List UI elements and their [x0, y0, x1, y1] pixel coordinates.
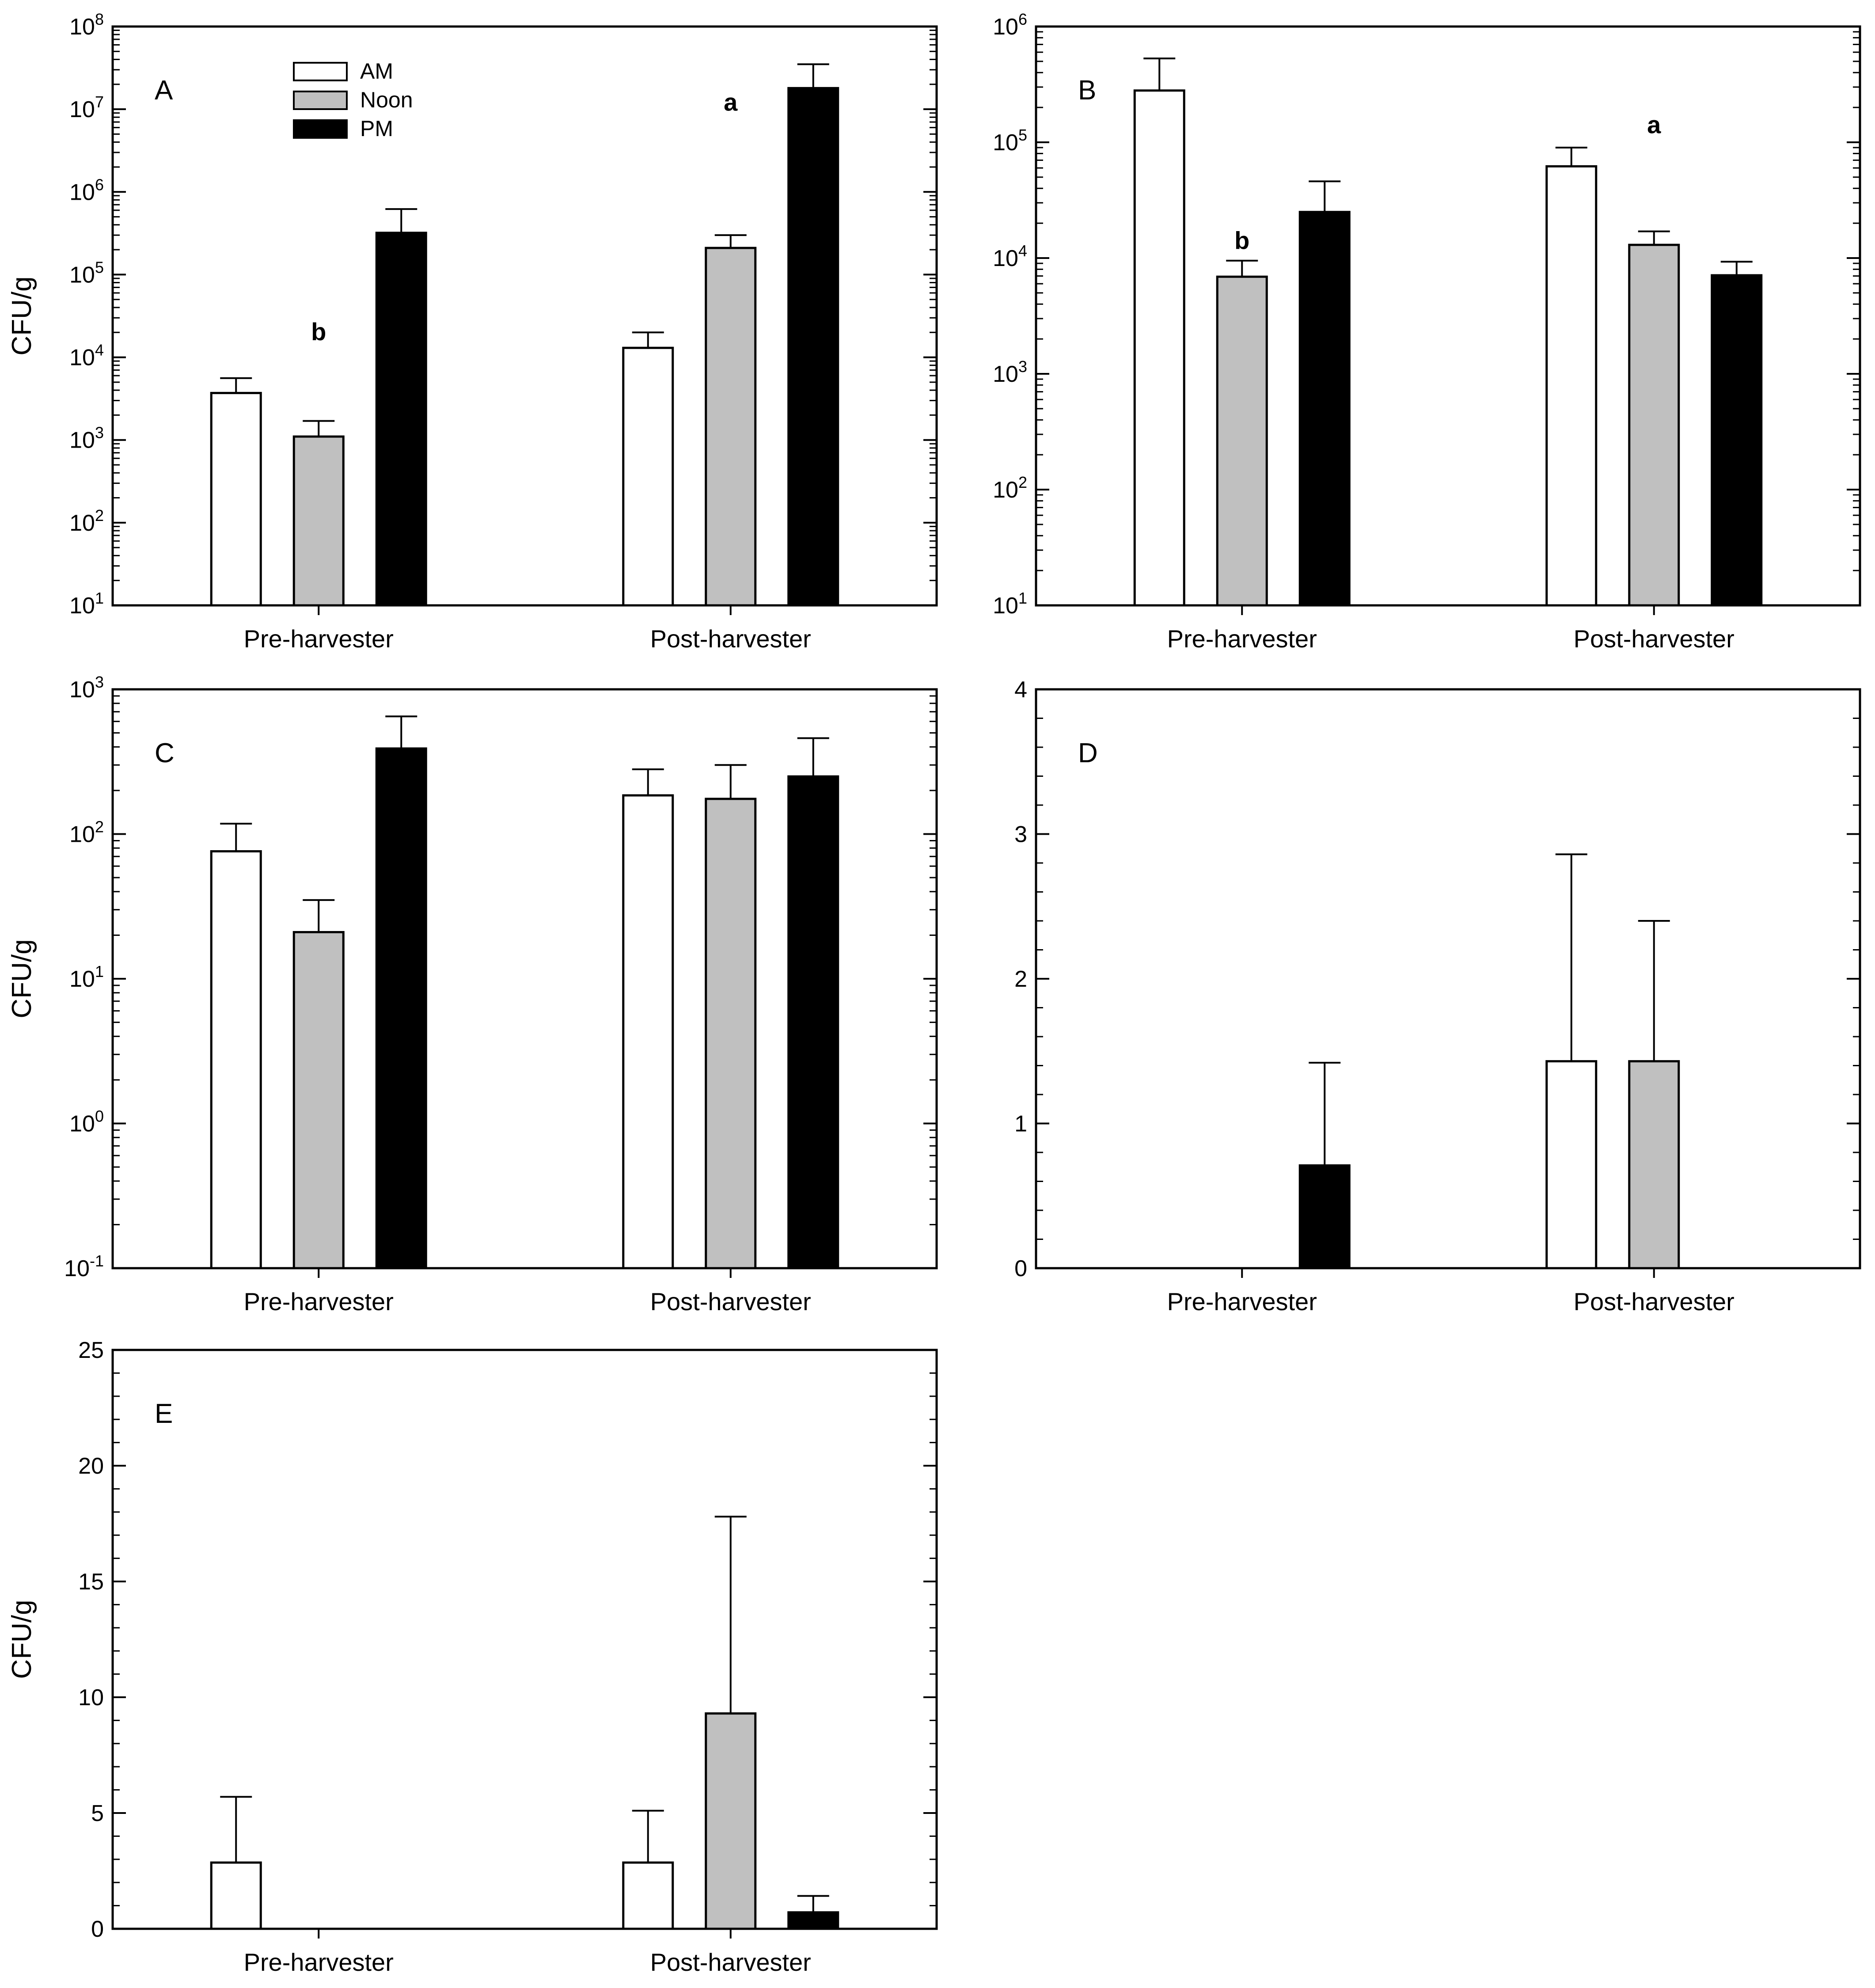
y-tick-label: 102: [993, 473, 1027, 503]
legend-swatch: [293, 62, 348, 81]
bar-noon: [1628, 243, 1680, 607]
x-category-label: Post-harvester: [650, 1948, 811, 1976]
y-tick-label: 106: [69, 175, 104, 205]
y-tick-label: 104: [993, 242, 1027, 271]
y-tick-label: 100: [69, 1107, 104, 1137]
y-tick-label: 15: [78, 1569, 104, 1595]
plot-frame: [111, 25, 938, 607]
bar-noon: [1216, 275, 1268, 607]
panel-a: 101 102 103 104 105 106 107 108 Pre-harvester Pos…: [7, 10, 938, 653]
significance-letter: b: [311, 318, 326, 346]
x-category-label: Pre-harvester: [244, 625, 394, 653]
significance-letter: a: [724, 88, 738, 116]
y-tick-label: 4: [1014, 677, 1027, 703]
bar-am: [1133, 89, 1185, 607]
y-tick-label: 10-1: [64, 1252, 104, 1281]
bar-am: [210, 392, 262, 607]
y-tick-label: 0: [91, 1916, 104, 1942]
plot-frame: [1035, 25, 1861, 607]
panel-e: 0 5 10 15 20 25 Pre-harvester Post-harvester CFU…: [7, 1338, 938, 1976]
y-axis-label: CFU/g: [7, 1600, 37, 1679]
y-tick-label: 101: [993, 589, 1027, 619]
bar-pm: [375, 747, 427, 1270]
panel-label: B: [1078, 75, 1096, 106]
x-category-label: Post-harvester: [650, 1288, 811, 1315]
bar-am: [210, 850, 262, 1270]
bar-pm: [1298, 1164, 1351, 1270]
legend-swatch: [293, 91, 348, 110]
x-category-label: Post-harvester: [650, 625, 811, 653]
panel-label: A: [155, 75, 173, 106]
bar-noon: [292, 435, 345, 607]
x-category-label: Pre-harvester: [244, 1288, 394, 1315]
panel-c: 10-1 100 101 102 103 Pre-harvester Post-harves…: [7, 673, 938, 1315]
y-tick-label: 101: [69, 962, 104, 992]
y-tick-label: 10: [78, 1685, 104, 1711]
bar-pm: [787, 1911, 839, 1930]
bar-am: [210, 1861, 262, 1930]
bar-pm: [1298, 211, 1351, 607]
bar-am: [622, 1861, 674, 1930]
panel-b: 101 102 103 104 105 106 Pre-harvester Post-harv…: [993, 10, 1861, 653]
bar-pm: [1711, 274, 1763, 607]
y-tick-label: 25: [78, 1338, 104, 1363]
significance-letter: a: [1647, 111, 1661, 139]
y-tick-label: 105: [69, 258, 104, 288]
bar-am: [1545, 165, 1598, 607]
y-tick-label: 5: [91, 1801, 104, 1826]
bar-noon: [705, 1712, 757, 1930]
y-tick-label: 1: [1014, 1111, 1027, 1137]
significance-letter: b: [1234, 227, 1249, 255]
y-tick-label: 0: [1014, 1256, 1027, 1281]
bar-am: [1545, 1060, 1598, 1270]
y-tick-label: 103: [69, 673, 104, 703]
bar-am: [622, 794, 674, 1270]
bar-noon: [292, 931, 345, 1270]
y-tick-label: 3: [1014, 822, 1027, 848]
x-category-label: Post-harvester: [1574, 625, 1735, 653]
y-tick-label: 102: [69, 506, 104, 536]
legend-swatch: [293, 119, 348, 139]
bar-pm: [375, 232, 427, 607]
y-tick-label: 106: [993, 10, 1027, 40]
y-tick-label: 102: [69, 818, 104, 848]
y-tick-label: 105: [993, 126, 1027, 156]
x-category-label: Pre-harvester: [1167, 625, 1317, 653]
panel-label: E: [155, 1399, 173, 1429]
y-tick-label: 107: [69, 93, 104, 122]
bar-pm: [787, 87, 839, 607]
legend-label: Noon: [360, 87, 413, 112]
panel-label: C: [155, 738, 175, 768]
plot-frame: [111, 1349, 938, 1930]
panel-label: D: [1078, 738, 1098, 768]
bar-pm: [787, 775, 839, 1270]
bar-noon: [705, 798, 757, 1270]
y-tick-label: 101: [69, 589, 104, 619]
legend-label: AM: [360, 59, 393, 84]
y-tick-label: 104: [69, 341, 104, 371]
panel-d: 0 1 2 3 4 Pre-harvester Post-harvester D: [1014, 677, 1861, 1315]
x-category-label: Post-harvester: [1574, 1288, 1735, 1315]
legend-label: PM: [360, 116, 393, 141]
y-axis-label: CFU/g: [7, 939, 37, 1018]
y-axis-label: CFU/g: [7, 276, 37, 355]
legend: AM Noon PM: [293, 59, 413, 141]
bar-noon: [705, 247, 757, 607]
y-tick-label: 2: [1014, 966, 1027, 992]
y-tick-label: 103: [993, 357, 1027, 387]
y-tick-label: 108: [69, 10, 104, 40]
bar-am: [622, 346, 674, 607]
x-category-label: Pre-harvester: [244, 1948, 394, 1976]
bar-noon: [1628, 1060, 1680, 1270]
plot-frame: [1035, 688, 1861, 1270]
x-category-label: Pre-harvester: [1167, 1288, 1317, 1315]
y-tick-label: 103: [69, 424, 104, 453]
y-tick-label: 20: [78, 1453, 104, 1479]
